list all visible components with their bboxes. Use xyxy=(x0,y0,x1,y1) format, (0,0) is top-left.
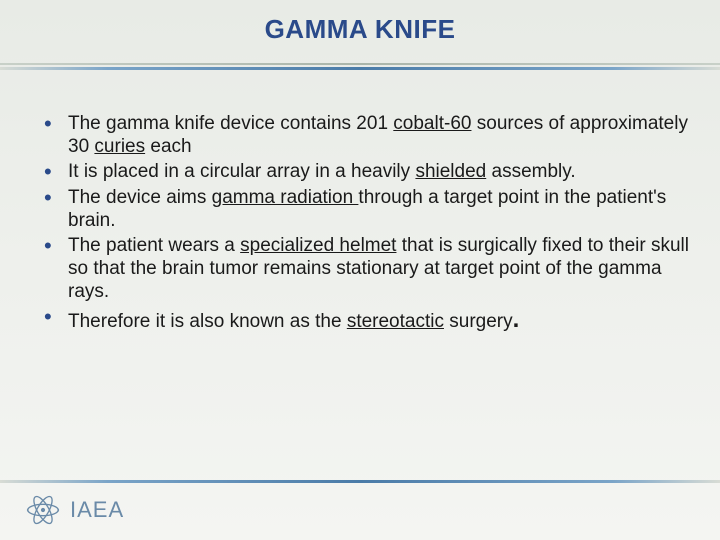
underlined-term: cobalt-60 xyxy=(393,113,471,134)
footer-logo: IAEA xyxy=(24,491,124,529)
underlined-term: gamma radiation xyxy=(212,187,359,208)
text-run: each xyxy=(145,136,191,157)
bullet-item: The device aims gamma radiation through … xyxy=(40,186,690,232)
bullet-item: The patient wears a specialized helmet t… xyxy=(40,234,690,304)
underlined-term: curies xyxy=(94,136,145,157)
underlined-term: shielded xyxy=(415,161,486,182)
page-title: GAMMA KNIFE xyxy=(0,14,720,45)
content-area: The gamma knife device contains 201 coba… xyxy=(0,70,720,335)
bullet-item: Therefore it is also known as the stereo… xyxy=(40,305,690,334)
title-band: GAMMA KNIFE xyxy=(0,0,720,70)
bullet-item: It is placed in a circular array in a he… xyxy=(40,160,690,183)
text-run: The device aims xyxy=(68,187,212,208)
bullet-item: The gamma knife device contains 201 coba… xyxy=(40,112,690,158)
text-run: assembly. xyxy=(486,161,575,182)
text-run: surgery xyxy=(444,311,513,332)
iaea-logo-icon xyxy=(24,491,62,529)
text-run: . xyxy=(513,306,520,333)
underlined-term: stereotactic xyxy=(347,311,444,332)
bullet-list: The gamma knife device contains 201 coba… xyxy=(40,112,690,335)
underlined-term: specialized helmet xyxy=(240,235,396,256)
text-run: It is placed in a circular array in a he… xyxy=(68,161,415,182)
text-run: The patient wears a xyxy=(68,235,240,256)
footer: IAEA xyxy=(0,480,720,540)
accent-divider xyxy=(0,63,720,70)
footer-org-text: IAEA xyxy=(70,497,124,523)
text-run: The gamma knife device contains 201 xyxy=(68,113,393,134)
text-run: Therefore it is also known as the xyxy=(68,311,347,332)
